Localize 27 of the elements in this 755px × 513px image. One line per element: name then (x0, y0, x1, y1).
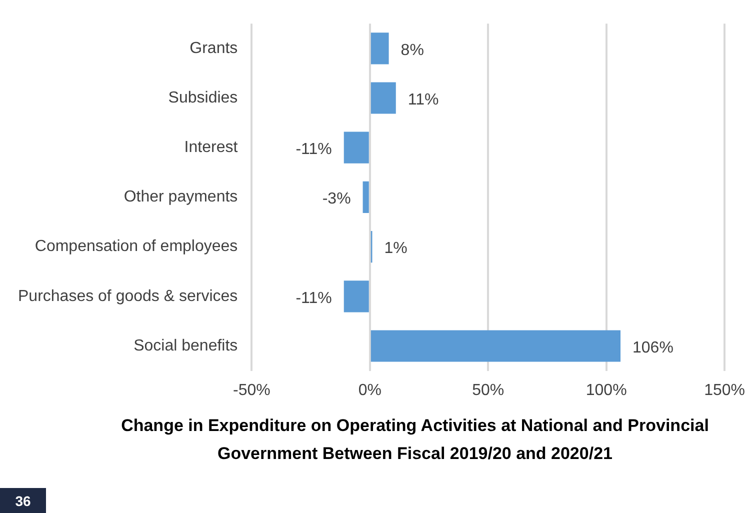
data-label: -11% (296, 141, 332, 158)
text: Change in Expenditure on Operating Activities at National and Provincial Government Between Fiscal 2019/20 and 2020/21 (120, 415, 710, 465)
y-tick-label: Other payments (124, 188, 238, 206)
data-label: 11% (408, 91, 439, 108)
bar (344, 132, 369, 164)
y-tick-label: Social benefits (134, 337, 238, 354)
data-label: -3% (322, 190, 351, 208)
y-tick-label: Subsidies (168, 89, 238, 106)
x-tick-label: 50% (472, 382, 504, 399)
bar (370, 330, 621, 362)
bar (344, 280, 369, 312)
bar (362, 181, 369, 214)
y-tick-label: Grants (190, 40, 238, 57)
data-label: -11% (296, 290, 332, 307)
bar (370, 32, 389, 64)
data-label: 8% (400, 42, 424, 59)
y-tick-label: Purchases of goods & services (18, 288, 238, 305)
data-label: 1% (384, 240, 408, 258)
x-tick-label: 0% (358, 382, 382, 399)
x-tick-label: 100% (586, 382, 627, 399)
x-tick-label: -50% (232, 382, 270, 399)
data-label: 106% (632, 339, 674, 356)
bar (370, 82, 396, 114)
y-tick-label: Interest (184, 139, 238, 156)
x-tick-label: 150% (704, 382, 745, 399)
text: 36 (0, 488, 46, 513)
y-tick-label: Compensation of employees (34, 238, 238, 256)
